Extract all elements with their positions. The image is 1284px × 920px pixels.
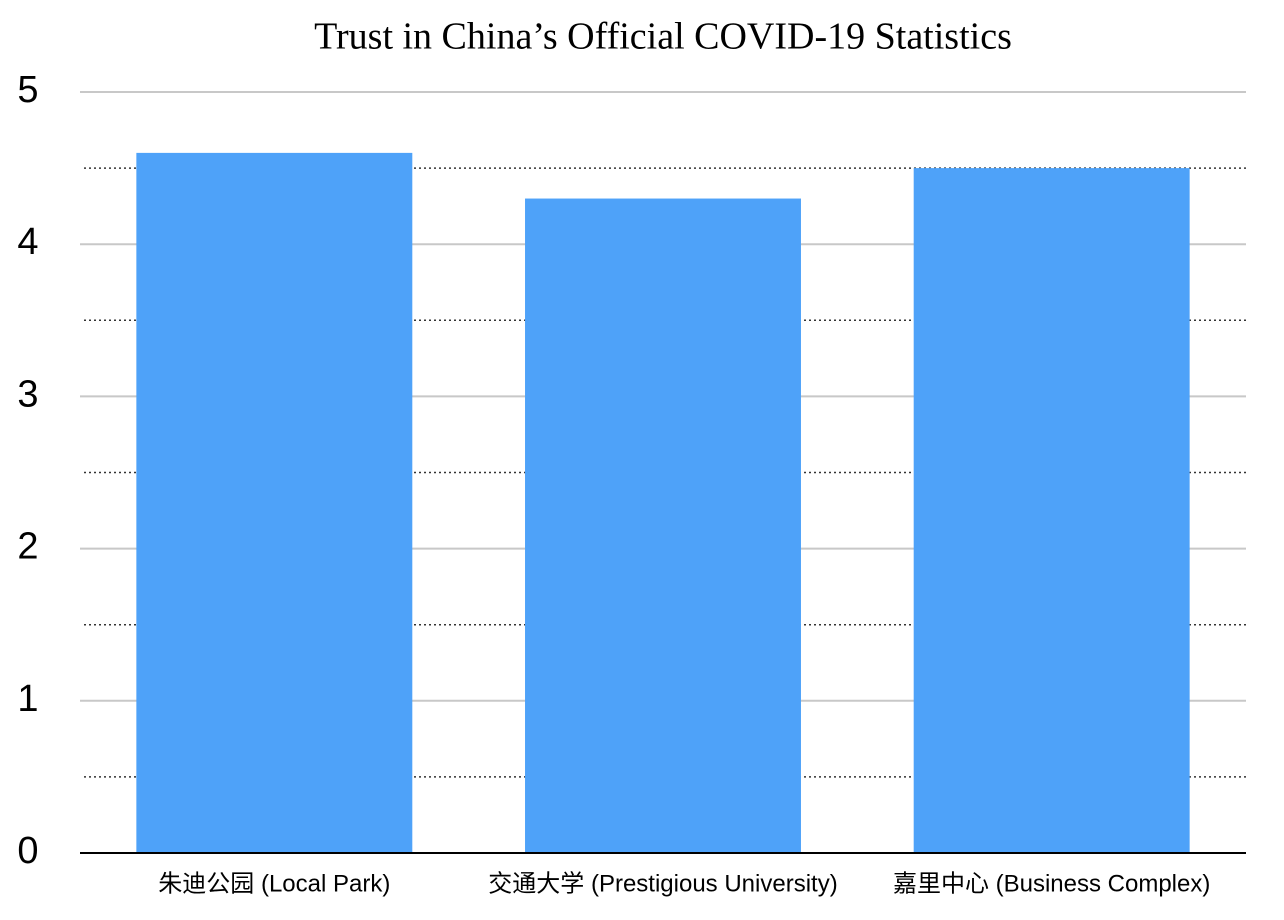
x-tick-label: 嘉里中心 (Business Complex) xyxy=(893,870,1210,897)
x-tick-label: 朱迪公园 (Local Park) xyxy=(158,870,390,897)
chart-title: Trust in China’s Official COVID-19 Stati… xyxy=(314,16,1012,58)
y-tick-label: 3 xyxy=(17,373,38,415)
y-tick-label: 0 xyxy=(17,830,38,872)
y-tick-label: 1 xyxy=(17,678,38,720)
bar xyxy=(913,168,1190,854)
y-tick-label: 5 xyxy=(17,69,38,111)
y-tick-label: 4 xyxy=(17,221,38,263)
x-tick-label: 交通大学 (Prestigious University) xyxy=(488,870,837,897)
y-tick-label: 2 xyxy=(17,526,38,568)
bar xyxy=(525,198,801,854)
bar xyxy=(136,152,413,853)
